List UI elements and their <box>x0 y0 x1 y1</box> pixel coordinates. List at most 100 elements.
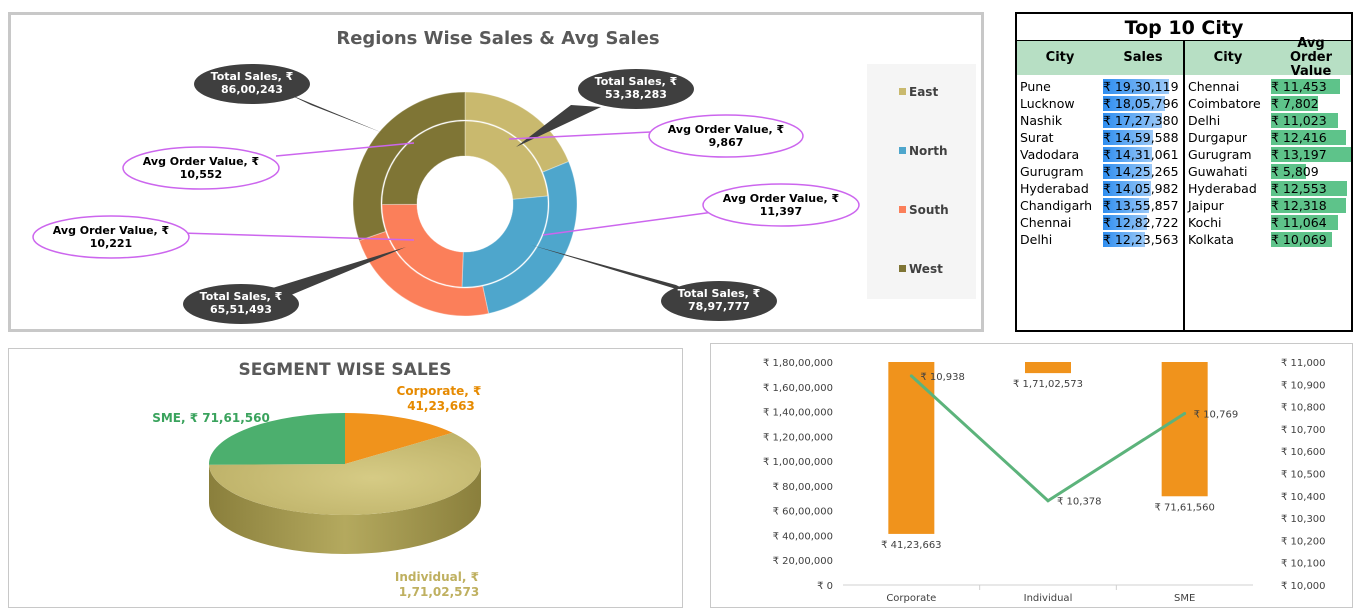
combo-chart-svg: ₹ 0 ₹ 20,00,000 ₹ 40,00,000 ₹ 60,00,000 ₹ 80… <box>763 358 1326 604</box>
header-city-sales: City <box>1017 41 1103 75</box>
x-axis-category-label: Corporate <box>886 593 936 604</box>
callout-total-west: Total Sales, ₹86,00,243 <box>194 64 383 133</box>
aov-city-name: Delhi <box>1188 113 1221 128</box>
aov-north-label: Avg Order Value, ₹11,397 <box>723 192 840 218</box>
city-table-row: Vadodara ₹ 14,31,061 Gurugram ₹ 13,197 <box>1017 146 1351 163</box>
sales-city-name: Nashik <box>1020 113 1063 128</box>
donut-sales-segment-north <box>482 160 578 315</box>
y2-axis-tick-label: ₹ 10,500 <box>1281 470 1326 481</box>
aov-value: ₹ 11,453 <box>1271 79 1327 94</box>
y-axis-tick-label: ₹ 0 <box>817 581 833 592</box>
sales-value: ₹ 14,59,588 <box>1103 130 1179 145</box>
segment-sales-chart: SEGMENT WISE SALES Corporate, ₹ 41,23,66… <box>8 348 683 608</box>
sales-data-bar <box>1103 147 1152 162</box>
table-column-divider <box>1183 41 1185 330</box>
aov-data-bar <box>1271 164 1307 179</box>
sales-value: ₹ 14,05,982 <box>1103 181 1179 196</box>
x-axis-category-label: SME <box>1174 593 1195 604</box>
city-table-row: Pune ₹ 19,30,119 Chennai ₹ 11,453 <box>1017 78 1351 95</box>
y-axis-tick-label: ₹ 1,60,00,000 <box>763 383 833 394</box>
aov-data-bar <box>1271 147 1351 162</box>
y-axis-tick-label: ₹ 60,00,000 <box>773 507 833 518</box>
top-10-city-table: Top 10 City City Sales City Avg Order Va… <box>1015 12 1353 332</box>
total-sales-west-label: Total Sales, ₹86,00,243 <box>211 70 294 96</box>
sales-data-bar <box>1103 130 1153 145</box>
y-axis-tick-label: ₹ 40,00,000 <box>773 531 833 542</box>
sales-value: ₹ 17,27,380 <box>1103 113 1179 128</box>
aov-data-bar <box>1271 130 1347 145</box>
aov-data-bar <box>1271 181 1348 196</box>
legend-item-south: South <box>899 203 949 217</box>
y-axis-tick-label: ₹ 1,00,00,000 <box>763 457 833 468</box>
aov-value: ₹ 13,197 <box>1271 147 1327 162</box>
sales-bar-label: ₹ 41,23,663 <box>881 540 941 551</box>
sales-value: ₹ 12,82,722 <box>1103 215 1179 230</box>
callout-aov-west: Avg Order Value, ₹10,552 <box>122 142 415 190</box>
aov-data-bar <box>1271 232 1333 247</box>
x-axis-category-label: Individual <box>1024 593 1073 604</box>
sales-bar-label: ₹ 1,71,02,573 <box>1013 379 1083 390</box>
sales-city-name: Lucknow <box>1020 96 1075 111</box>
aov-city-name: Guwahati <box>1188 164 1248 179</box>
aov-point <box>909 374 913 378</box>
aov-point-label: ₹ 10,769 <box>1194 410 1239 421</box>
aov-value: ₹ 11,023 <box>1271 113 1327 128</box>
legend-north-label: North <box>909 144 947 158</box>
sales-data-bar <box>1103 164 1152 179</box>
aov-value: ₹ 10,069 <box>1271 232 1327 247</box>
y-axis-tick-label: ₹ 1,80,00,000 <box>763 358 833 369</box>
sales-bar <box>1161 362 1208 497</box>
legend-item-north: North <box>899 144 947 158</box>
y2-axis-tick-label: ₹ 10,900 <box>1281 380 1326 391</box>
sales-data-bar <box>1103 79 1169 94</box>
y-axis-tick-label: ₹ 20,00,000 <box>773 556 833 567</box>
pie-label-sme: SME, ₹ 71,61,560 <box>152 411 270 425</box>
aov-city-name: Hyderabad <box>1188 181 1257 196</box>
callout-aov-east: Avg Order Value, ₹9,867 <box>508 114 804 158</box>
sales-city-name: Pune <box>1020 79 1051 94</box>
y2-axis-tick-label: ₹ 10,800 <box>1281 403 1326 414</box>
total-sales-north-label: Total Sales, ₹78,97,777 <box>678 287 761 313</box>
total-sales-east-label: Total Sales, ₹53,38,283 <box>595 75 678 101</box>
city-table-row: Chandigarh ₹ 13,55,857 Jaipur ₹ 12,318 <box>1017 197 1351 214</box>
sales-city-name: Chandigarh <box>1020 198 1093 213</box>
aov-city-name: Kochi <box>1188 215 1222 230</box>
aov-point-label: ₹ 10,378 <box>1057 497 1102 508</box>
aov-city-name: Durgapur <box>1188 130 1248 145</box>
sales-bar <box>1025 362 1071 374</box>
aov-east-label: Avg Order Value, ₹9,867 <box>668 123 785 149</box>
segment-chart-title: SEGMENT WISE SALES <box>238 360 451 380</box>
sales-value: ₹ 14,25,265 <box>1103 164 1179 179</box>
header-avg-order-value: Avg Order Value <box>1271 37 1351 79</box>
sales-city-name: Surat <box>1020 130 1054 145</box>
sales-data-bar <box>1103 232 1145 247</box>
aov-city-name: Chennai <box>1188 79 1240 94</box>
aov-point <box>1183 412 1187 416</box>
sales-value: ₹ 12,23,563 <box>1103 232 1179 247</box>
pie-top <box>209 413 481 515</box>
donut-sales-segment-west <box>352 91 466 242</box>
aov-value: ₹ 11,064 <box>1271 215 1327 230</box>
city-table-row: Delhi ₹ 12,23,563 Kolkata ₹ 10,069 <box>1017 231 1351 248</box>
y2-axis-tick-label: ₹ 10,000 <box>1281 581 1326 592</box>
aov-point-label: ₹ 10,938 <box>920 372 965 383</box>
header-sales: Sales <box>1103 41 1183 75</box>
donut-hole <box>417 156 513 252</box>
aov-data-bar <box>1271 198 1346 213</box>
callout-total-east: Total Sales, ₹53,38,283 <box>516 69 694 147</box>
donut-aov-segment-east <box>464 120 549 200</box>
y2-axis-tick-label: ₹ 10,200 <box>1281 536 1326 547</box>
header-city-aov: City <box>1185 41 1271 75</box>
aov-data-bar <box>1271 215 1339 230</box>
sales-bar-label: ₹ 71,61,560 <box>1154 502 1214 513</box>
sales-data-bar <box>1103 215 1147 230</box>
region-chart-title: Regions Wise Sales & Avg Sales <box>336 28 659 49</box>
aov-data-bar <box>1271 96 1319 111</box>
region-sales-chart: Regions Wise Sales & Avg Sales Total Sal… <box>8 12 984 332</box>
sales-data-bar <box>1103 181 1152 196</box>
aov-city-name: Kolkata <box>1188 232 1234 247</box>
legend-west-label: West <box>909 262 943 276</box>
pie-label-corporate: Corporate, ₹ 41,23,663 <box>397 384 486 413</box>
aov-west-label: Avg Order Value, ₹10,552 <box>143 155 260 181</box>
legend-item-east: East <box>899 85 938 99</box>
